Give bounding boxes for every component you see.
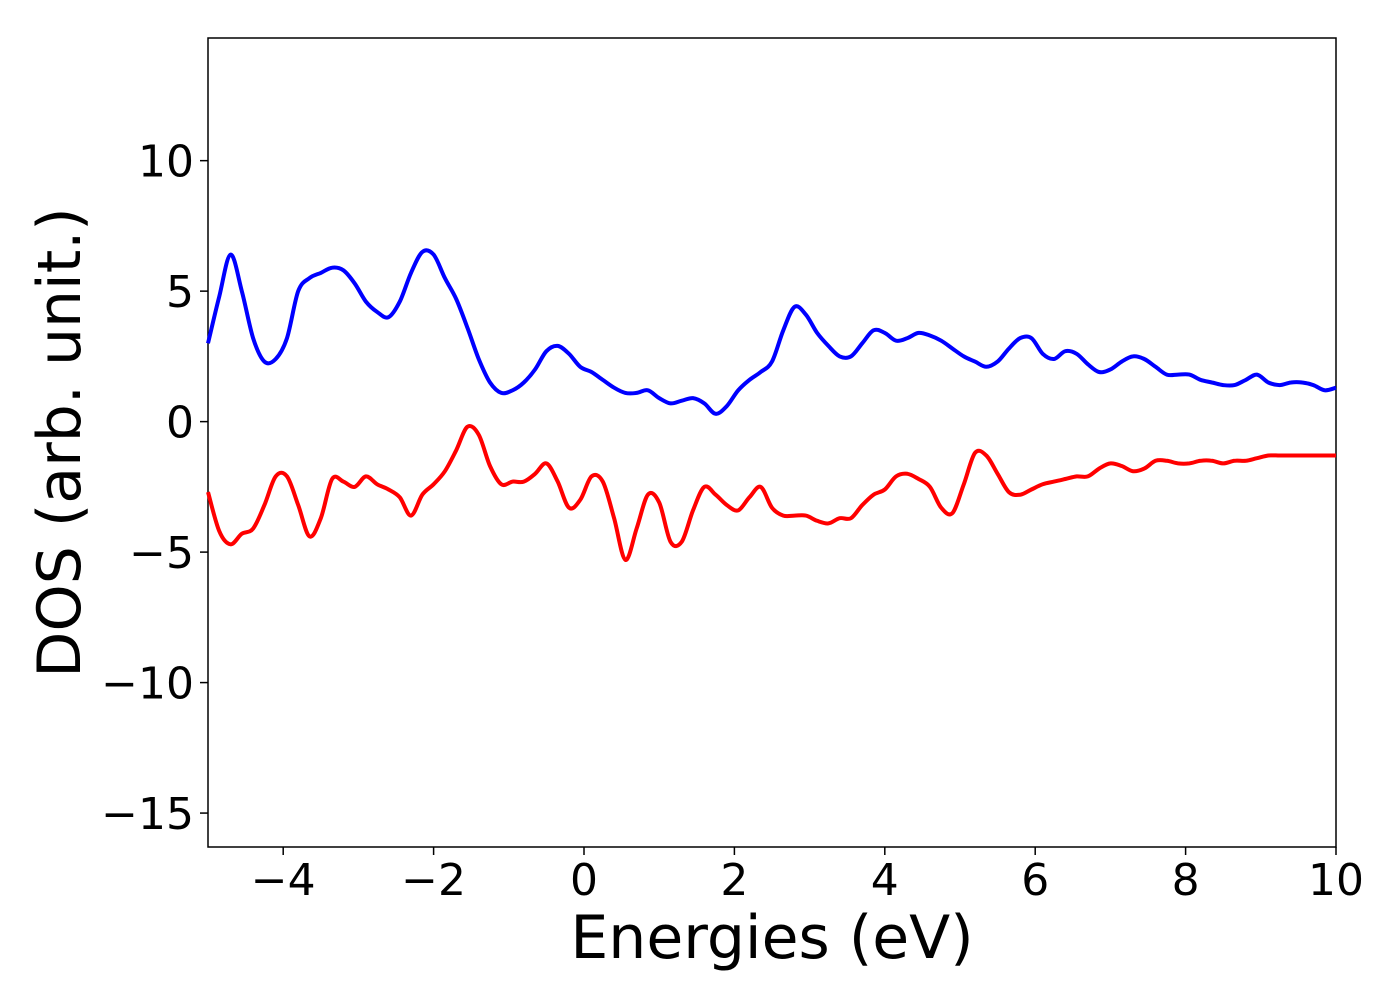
y-tick-label: 5 (166, 267, 194, 318)
series-layer (206, 248, 1337, 562)
x-tick-label: −4 (251, 855, 316, 906)
series-line-0 (206, 248, 1337, 416)
series-line-1 (206, 424, 1336, 562)
x-tick-label: 0 (570, 855, 598, 906)
x-axis: −4 −2 0 2 4 6 8 10 (251, 847, 1364, 906)
y-tick-label: −5 (129, 528, 194, 579)
x-tick-label: 10 (1308, 855, 1364, 906)
x-tick-label: 8 (1172, 855, 1200, 906)
x-tick-label: 2 (720, 855, 748, 906)
x-tick-label: 6 (1021, 855, 1049, 906)
y-tick-label: −10 (101, 659, 194, 710)
y-tick-label: −15 (101, 789, 194, 840)
y-tick-label: 10 (138, 137, 194, 188)
x-tick-label: 4 (871, 855, 899, 906)
y-axis-label: DOS (arb. unit.) (25, 207, 95, 677)
y-axis: −15 −10 −5 0 5 10 (101, 137, 208, 840)
y-tick-label: 0 (166, 398, 194, 449)
plot-frame (207, 37, 1337, 848)
x-tick-label: −2 (401, 855, 466, 906)
x-axis-label: Energies (eV) (570, 903, 973, 973)
